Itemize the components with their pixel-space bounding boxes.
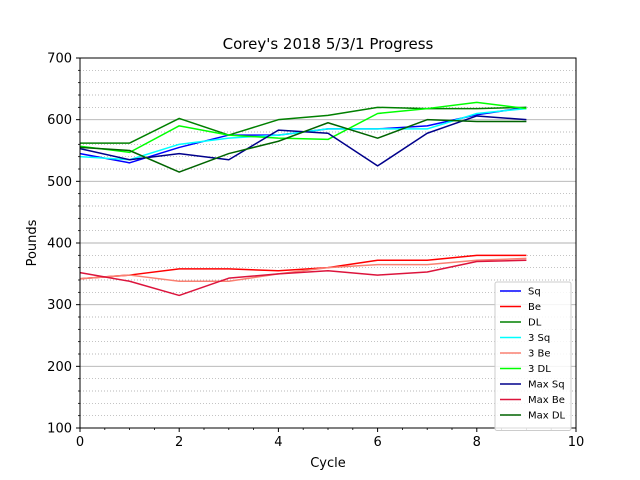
- legend-label: Sq: [528, 287, 541, 298]
- x-tick-label: 4: [274, 435, 282, 450]
- legend-label: 3 Sq: [528, 333, 550, 344]
- y-tick-label: 200: [47, 360, 72, 375]
- y-tick-label: 700: [47, 52, 72, 67]
- x-axis-title: Cycle: [310, 456, 346, 471]
- grid-layer: [80, 69, 576, 417]
- legend-label: Max Sq: [528, 380, 565, 391]
- tick-layer: 0 2 4 6 8 10 100 200 300 400 500 600 700: [47, 52, 584, 451]
- series-line-max-be: [79, 259, 527, 297]
- chart-title: Corey's 2018 5/3/1 Progress: [223, 35, 434, 53]
- legend-label: Max DL: [528, 411, 566, 422]
- x-tick-label: 6: [373, 435, 381, 450]
- y-tick-label: 100: [47, 422, 72, 437]
- series-line-be: [79, 254, 527, 280]
- legend-label: Max Be: [528, 395, 565, 406]
- y-tick-label: 400: [47, 237, 72, 252]
- legend-label: Be: [528, 302, 541, 313]
- y-tick-label: 600: [47, 113, 72, 128]
- x-tick-label: 10: [568, 435, 585, 450]
- series-line-3-be: [79, 257, 527, 282]
- series-line-max-dl: [79, 118, 527, 173]
- legend-box: [494, 281, 572, 431]
- y-tick-label: 500: [47, 175, 72, 190]
- x-tick-label: 2: [175, 435, 183, 450]
- y-tick-label: 300: [47, 298, 72, 313]
- legend-label: 3 DL: [528, 364, 551, 375]
- x-tick-label: 0: [76, 435, 84, 450]
- series-line-3-dl: [79, 101, 527, 154]
- legend: Sq Be DL 3 Sq 3 Be 3 DL Max Sq Max Be Max DL: [494, 281, 572, 431]
- legend-label: 3 Be: [528, 349, 551, 360]
- series-line-dl: [80, 106, 527, 144]
- legend-label: DL: [528, 318, 542, 329]
- y-axis-title: Pounds: [25, 219, 40, 266]
- x-tick-label: 8: [473, 435, 481, 450]
- series-layer: [79, 101, 527, 297]
